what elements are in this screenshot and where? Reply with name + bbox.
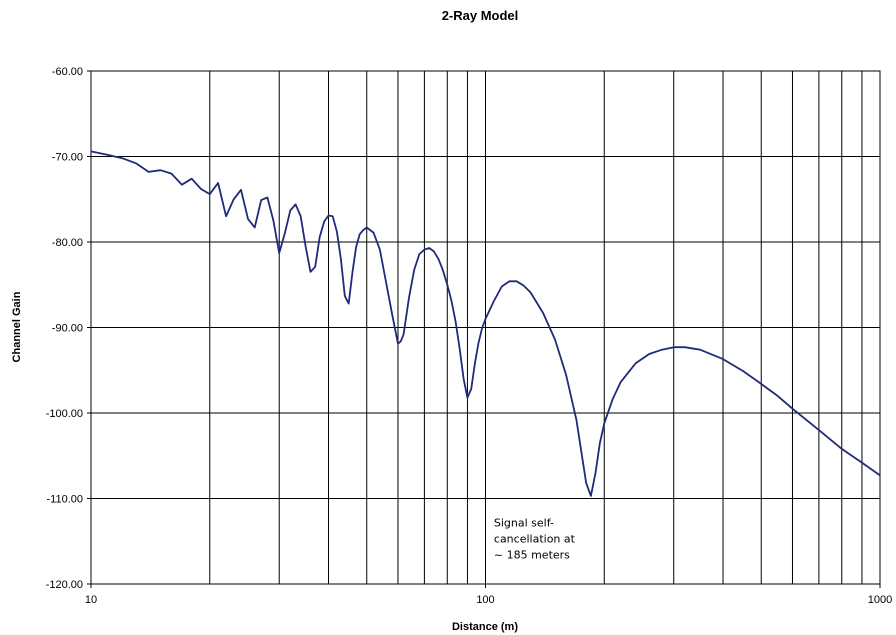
gridlines [91, 71, 880, 584]
chart-title: 2-Ray Model [442, 8, 519, 23]
annotation-line: Signal self- [494, 516, 554, 529]
y-axis: -60.00 -70.00 -80.00 -90.00 -100.00 -110.00 -1… [46, 66, 91, 591]
y-tick-label: -120.00 [46, 579, 83, 591]
y-tick-label: -80.00 [52, 237, 83, 249]
x-axis-title: Distance (m) [452, 621, 518, 633]
y-tick-label: -90.00 [52, 323, 83, 335]
y-tick-label: -100.00 [46, 408, 83, 420]
annotation: Signal self-cancellation at ~ 185 meters [494, 516, 576, 561]
y-tick-label: -70.00 [52, 152, 83, 164]
annotation-line: ~ 185 meters [494, 548, 570, 561]
y-tick-label: -60.00 [52, 66, 83, 78]
x-tick-label: 10 [85, 594, 97, 606]
series-line [90, 150, 881, 497]
series-layer [90, 150, 881, 497]
annotation-line: cancellation at [494, 532, 576, 545]
x-axis: 10 100 1000 [85, 584, 892, 606]
y-axis-title: Channel Gain [11, 291, 23, 362]
y-tick-label: -110.00 [47, 494, 84, 506]
x-tick-label: 1000 [868, 594, 892, 606]
x-tick-label: 100 [476, 594, 494, 606]
